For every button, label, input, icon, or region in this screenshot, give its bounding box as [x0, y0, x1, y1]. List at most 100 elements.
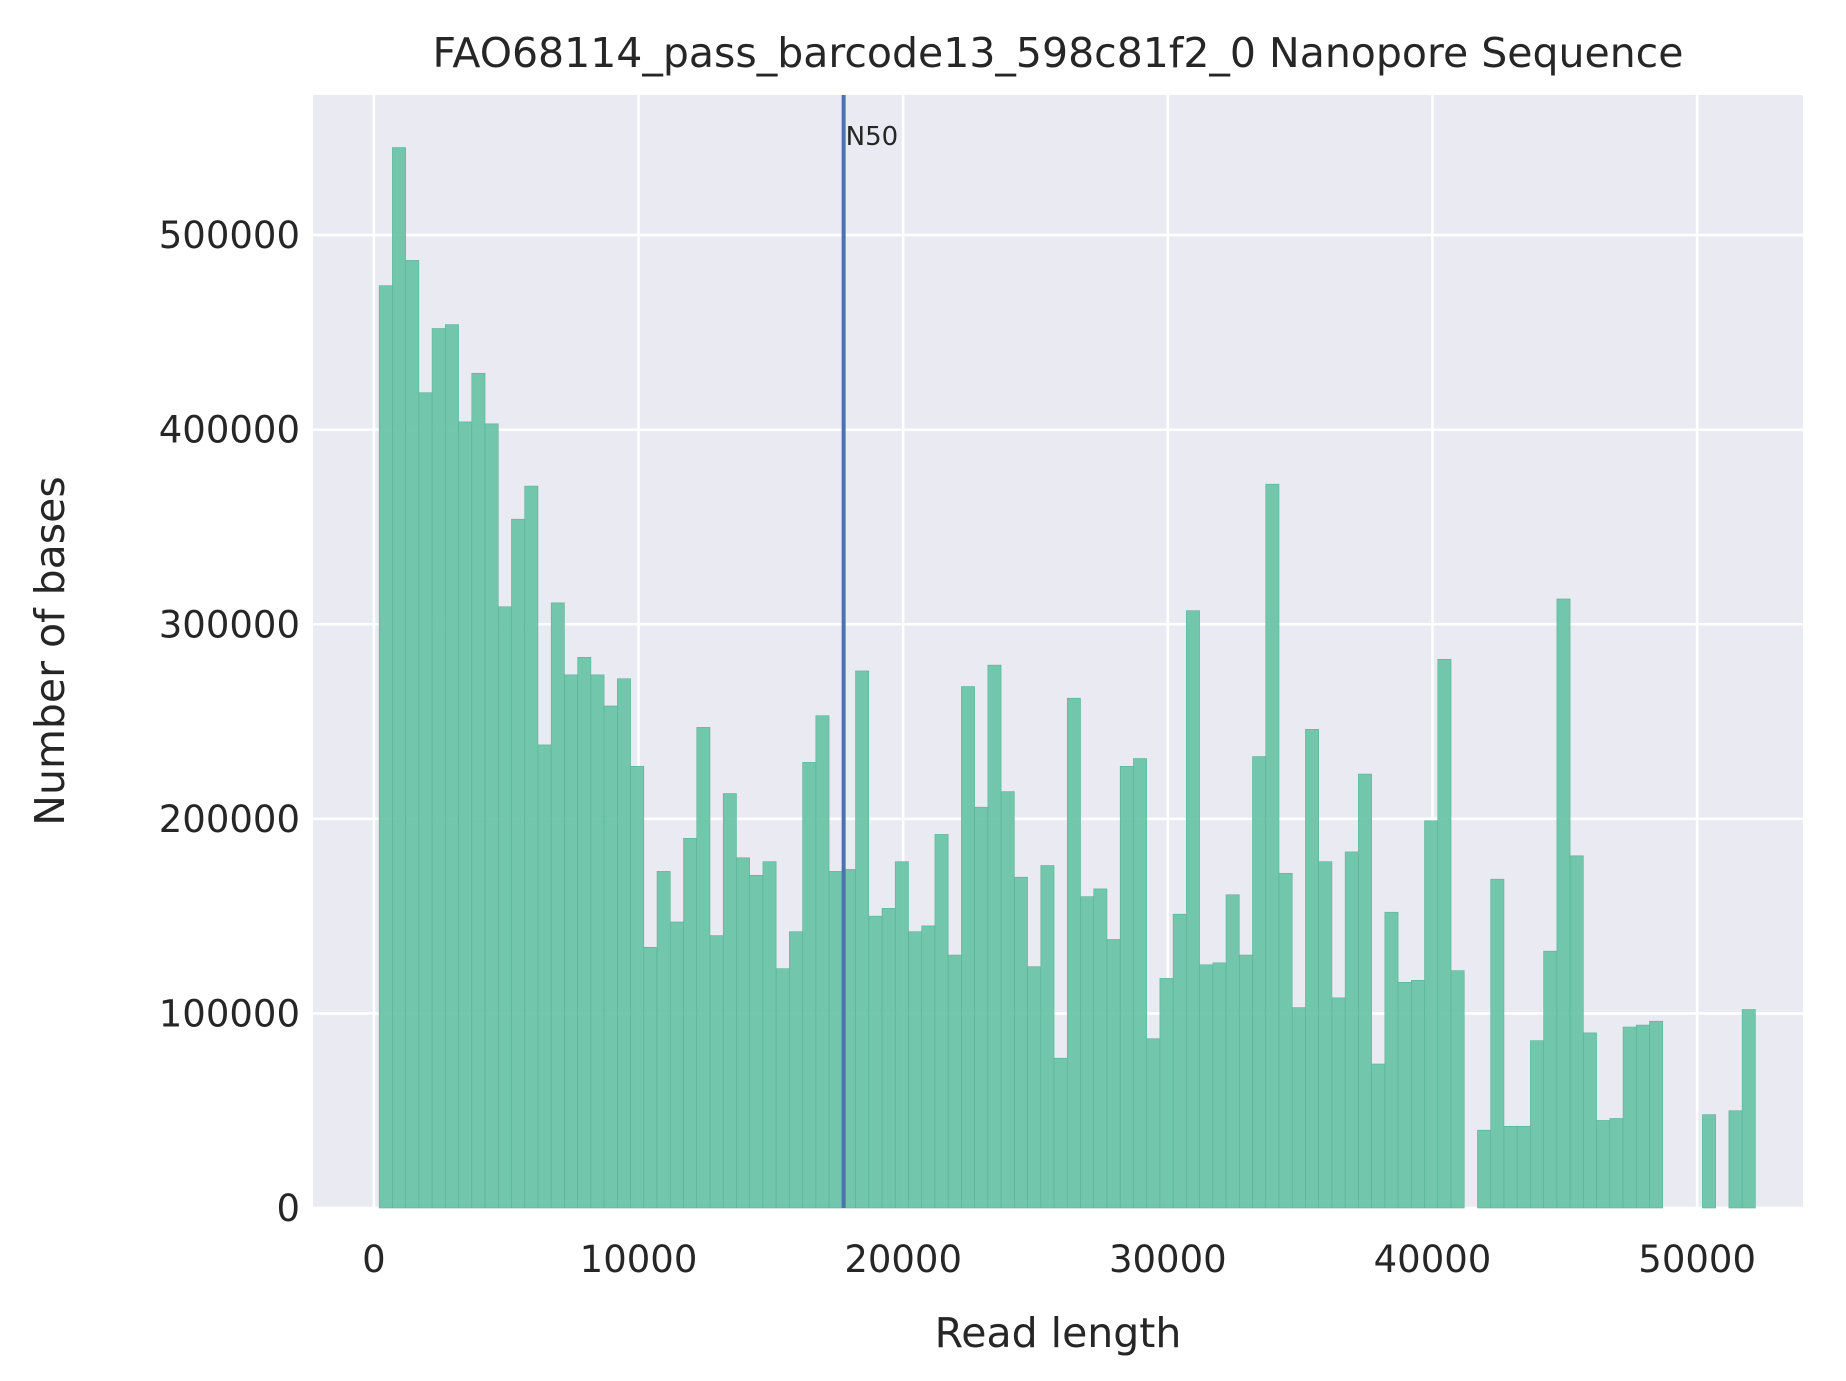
histogram-bar [484, 423, 499, 1209]
histogram-bar [1172, 913, 1187, 1209]
histogram-bar [471, 372, 486, 1209]
bars [378, 147, 1756, 1209]
histogram-bar [550, 602, 565, 1209]
y-tick-label: 0 [276, 1187, 300, 1230]
histogram-bar [908, 931, 923, 1209]
histogram-bar [789, 931, 803, 1209]
histogram-bar [643, 946, 658, 1209]
histogram-bar [1159, 978, 1174, 1209]
x-tick-label: 40000 [1374, 1238, 1492, 1281]
histogram-bar [1411, 980, 1425, 1209]
histogram-bar [1252, 756, 1267, 1209]
histogram-bar [1331, 997, 1346, 1209]
y-tick-label: 200000 [159, 798, 300, 841]
histogram-bar [603, 705, 618, 1209]
chart-title: FAO68114_pass_barcode13_598c81f2_0 Nanop… [433, 29, 1684, 77]
histogram-bar [1358, 773, 1372, 1209]
histogram-bar [736, 857, 750, 1209]
histogram-bar [1318, 861, 1333, 1209]
histogram-bar [1477, 1129, 1492, 1209]
histogram-bar [1622, 1026, 1637, 1209]
histogram-bar [696, 727, 711, 1209]
histogram-bar [590, 674, 605, 1209]
histogram-bar [1424, 820, 1439, 1209]
histogram-bar [828, 871, 843, 1209]
histogram-bar [497, 606, 512, 1209]
histogram-bar [1344, 851, 1359, 1209]
histogram-bar [405, 260, 420, 1209]
histogram-bar [1278, 873, 1293, 1209]
histogram-bar [1397, 981, 1412, 1209]
histogram-bar [1741, 1009, 1756, 1209]
histogram-bar [722, 793, 737, 1209]
y-tick-label: 100000 [159, 992, 300, 1035]
histogram-bar [1437, 658, 1452, 1209]
histogram-bar [458, 421, 473, 1209]
histogram-bar [656, 871, 671, 1209]
histogram-bar [1225, 894, 1240, 1209]
n50-line-group: N50 [841, 95, 898, 1208]
histogram-bar [1609, 1118, 1624, 1209]
histogram-bar [1212, 962, 1227, 1209]
histogram-bar [1516, 1125, 1531, 1209]
histogram-bar [1371, 1063, 1386, 1209]
histogram-bar [1583, 1032, 1597, 1209]
histogram-bar [392, 147, 406, 1209]
histogram-bar [1556, 598, 1571, 1209]
histogram-bar [815, 715, 830, 1209]
histogram-bar [564, 674, 578, 1209]
histogram-bar [1106, 939, 1121, 1209]
histogram-bar [1146, 1038, 1161, 1209]
x-tick-label: 50000 [1638, 1238, 1756, 1281]
histogram-bar [1543, 950, 1558, 1209]
histogram-bar [1649, 1020, 1664, 1209]
histogram-bar [378, 285, 393, 1209]
histogram-bar [1635, 1024, 1650, 1209]
histogram-bar [1702, 1114, 1716, 1209]
histogram-bar [749, 874, 764, 1209]
histogram-bar [1014, 876, 1028, 1209]
y-axis-label: Number of bases [26, 476, 74, 825]
x-tick-label: 10000 [580, 1238, 698, 1281]
histogram-bar [762, 861, 777, 1209]
histogram-bar [881, 908, 896, 1209]
histogram-bar [709, 935, 724, 1209]
x-tick-label: 0 [362, 1238, 386, 1281]
histogram-bar [802, 762, 817, 1209]
x-tick-labels: 0 10000 20000 30000 40000 50000 [362, 1238, 1756, 1281]
y-tick-label: 400000 [159, 409, 300, 452]
histogram-bar [1133, 758, 1147, 1209]
histogram-bar [921, 925, 936, 1209]
histogram-bar [1530, 1040, 1544, 1209]
histogram-bar [1053, 1057, 1068, 1209]
histogram-bar [1569, 855, 1584, 1209]
histogram-bar [868, 915, 883, 1209]
histogram-bar [537, 744, 552, 1209]
histogram-bar [1027, 966, 1042, 1209]
histogram-bar [1728, 1110, 1743, 1209]
histogram-bar [617, 678, 631, 1209]
histogram-bar [1186, 610, 1200, 1209]
histogram-bar [1265, 483, 1280, 1209]
histogram-bar [1490, 878, 1505, 1209]
histogram-bar [934, 834, 949, 1209]
histogram-bar [511, 518, 526, 1209]
histogram-bar [987, 664, 1002, 1209]
histogram-bar [1093, 888, 1108, 1209]
histogram-bar [577, 657, 592, 1209]
histogram-bar [1080, 896, 1095, 1209]
histogram-bar [961, 686, 975, 1209]
histogram-bar [630, 766, 645, 1209]
histogram-bar [418, 392, 433, 1209]
histogram-bar [1450, 970, 1465, 1209]
y-tick-label: 300000 [159, 603, 300, 646]
histogram-bar [1066, 697, 1081, 1209]
histogram-bar [1238, 954, 1253, 1209]
histogram-bar [894, 861, 909, 1209]
histogram-bar [431, 328, 446, 1209]
y-tick-label: 500000 [159, 214, 300, 257]
histogram-bar [683, 837, 698, 1209]
histogram-bar [1291, 1007, 1306, 1209]
histogram-bar [1199, 964, 1214, 1209]
